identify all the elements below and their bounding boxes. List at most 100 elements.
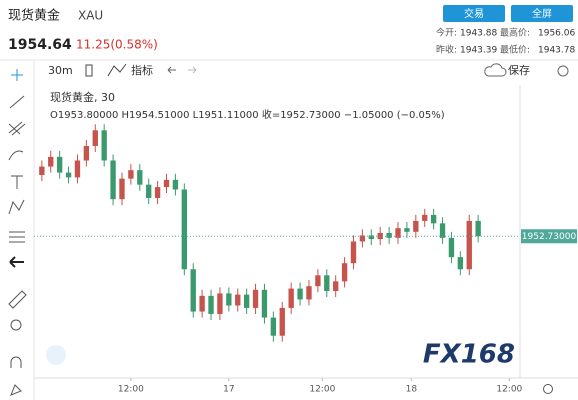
candle-body: [243, 294, 250, 308]
back-tool[interactable]: [9, 256, 24, 268]
candle-body: [288, 288, 294, 308]
indicators[interactable]: 指标: [131, 63, 153, 77]
candle-body: [137, 170, 143, 185]
candle-body: [226, 293, 232, 306]
candle-body: [74, 160, 81, 178]
candle-body: [457, 257, 464, 270]
candle-body: [324, 275, 330, 291]
candle-body: [172, 179, 179, 190]
undo-icon[interactable]: [167, 66, 176, 74]
line-tool[interactable]: [9, 95, 25, 109]
ohlc-readout: O1953.80000 H1954.51000 L1951.11000 收=19…: [50, 108, 445, 121]
candle-body: [315, 275, 321, 287]
x-tick-label: 12:00: [496, 385, 522, 395]
candle-body: [377, 233, 383, 240]
ruler-tool[interactable]: [8, 290, 27, 309]
candle-body: [279, 307, 285, 336]
legend-title: 现货黄金, 30: [50, 90, 115, 104]
stat-value: 1943.39: [460, 46, 497, 56]
candle-body: [101, 130, 107, 161]
brush-tool[interactable]: [8, 150, 24, 161]
last-price-label: 1952.73000: [522, 232, 577, 242]
candle-body: [119, 178, 125, 200]
stat-value: 1943.88: [460, 29, 497, 39]
indicator-icon[interactable]: [107, 63, 127, 77]
stat-label: 今开:: [436, 27, 457, 39]
x-tick-label: 12:00: [118, 385, 144, 395]
watermark: FX168: [423, 340, 515, 370]
trade-button-label[interactable]: 交易: [464, 7, 484, 20]
candle-body: [252, 289, 259, 308]
candle-body: [128, 170, 134, 179]
candle-body: [261, 289, 268, 318]
fullscreen-button-label[interactable]: 全屏: [532, 7, 552, 20]
candle-body: [368, 235, 374, 240]
candle-body: [146, 184, 152, 198]
candle-body: [395, 228, 401, 238]
crosshair-tool[interactable]: [11, 69, 23, 81]
last-price-tag: [521, 229, 577, 244]
candle-body: [163, 179, 170, 188]
candle-body: [422, 214, 428, 221]
interval[interactable]: 30m: [48, 64, 73, 77]
stat-value: 1956.06: [538, 29, 575, 39]
tool-strip: [8, 69, 27, 396]
candle-body: [235, 294, 241, 306]
magnet-tool[interactable]: [10, 356, 22, 368]
price-change: 11.25(0.58%): [76, 38, 158, 52]
candle-body: [413, 220, 419, 232]
symbol: XAU: [78, 9, 103, 23]
candle-body: [297, 288, 303, 300]
candle-body: [56, 156, 63, 173]
candle-body: [439, 223, 446, 238]
settings-icon[interactable]: [557, 65, 569, 77]
save[interactable]: 保存: [508, 63, 530, 77]
fib-tool[interactable]: [8, 121, 26, 136]
candle-body: [92, 130, 98, 146]
cloud-icon[interactable]: [484, 63, 507, 77]
candle-body: [190, 269, 196, 312]
price: 1954.64: [8, 37, 72, 53]
zoom-tool[interactable]: [10, 319, 22, 331]
candle-body: [359, 235, 366, 242]
candle-body: [350, 241, 357, 264]
candle-body: [448, 237, 455, 258]
candle-body: [181, 189, 187, 270]
candle-body: [306, 286, 312, 300]
x-tick-label: 12:00: [309, 385, 335, 395]
candle-body: [48, 156, 54, 167]
logo-badge: [46, 345, 66, 365]
stat-value: 1943.78: [538, 46, 575, 56]
pattern-tool[interactable]: [8, 199, 25, 215]
candle-body: [386, 233, 392, 238]
candle-body: [270, 317, 277, 336]
lock-tool[interactable]: [10, 384, 22, 396]
candle-body: [404, 228, 410, 232]
fullscreen-button[interactable]: [511, 5, 573, 22]
candle-body: [65, 172, 72, 178]
stat-label: 最低价:: [500, 44, 530, 56]
candle-body: [475, 220, 481, 237]
trade-button[interactable]: [443, 5, 505, 22]
redo-icon[interactable]: [188, 66, 197, 74]
candle-body: [341, 263, 348, 282]
candle-body: [110, 160, 116, 200]
candle-body: [217, 293, 223, 314]
prediction-tool[interactable]: [9, 231, 25, 243]
stat-label: 昨收:: [436, 44, 457, 56]
candle-body: [199, 295, 205, 312]
text-tool[interactable]: [11, 175, 23, 189]
x-tick-label: 18: [406, 385, 418, 395]
instrument-name: 现货黄金: [8, 8, 60, 24]
stat-label: 最高价:: [500, 27, 530, 39]
candle-icon[interactable]: [85, 64, 93, 77]
candle-body: [333, 281, 339, 291]
x-tick-label: 17: [223, 385, 234, 395]
candle-body: [466, 220, 472, 270]
candle-body: [39, 166, 45, 175]
candle-body: [208, 295, 214, 314]
candle-body: [83, 146, 90, 161]
axis-settings-icon[interactable]: [543, 384, 553, 394]
candle-body: [154, 187, 161, 198]
